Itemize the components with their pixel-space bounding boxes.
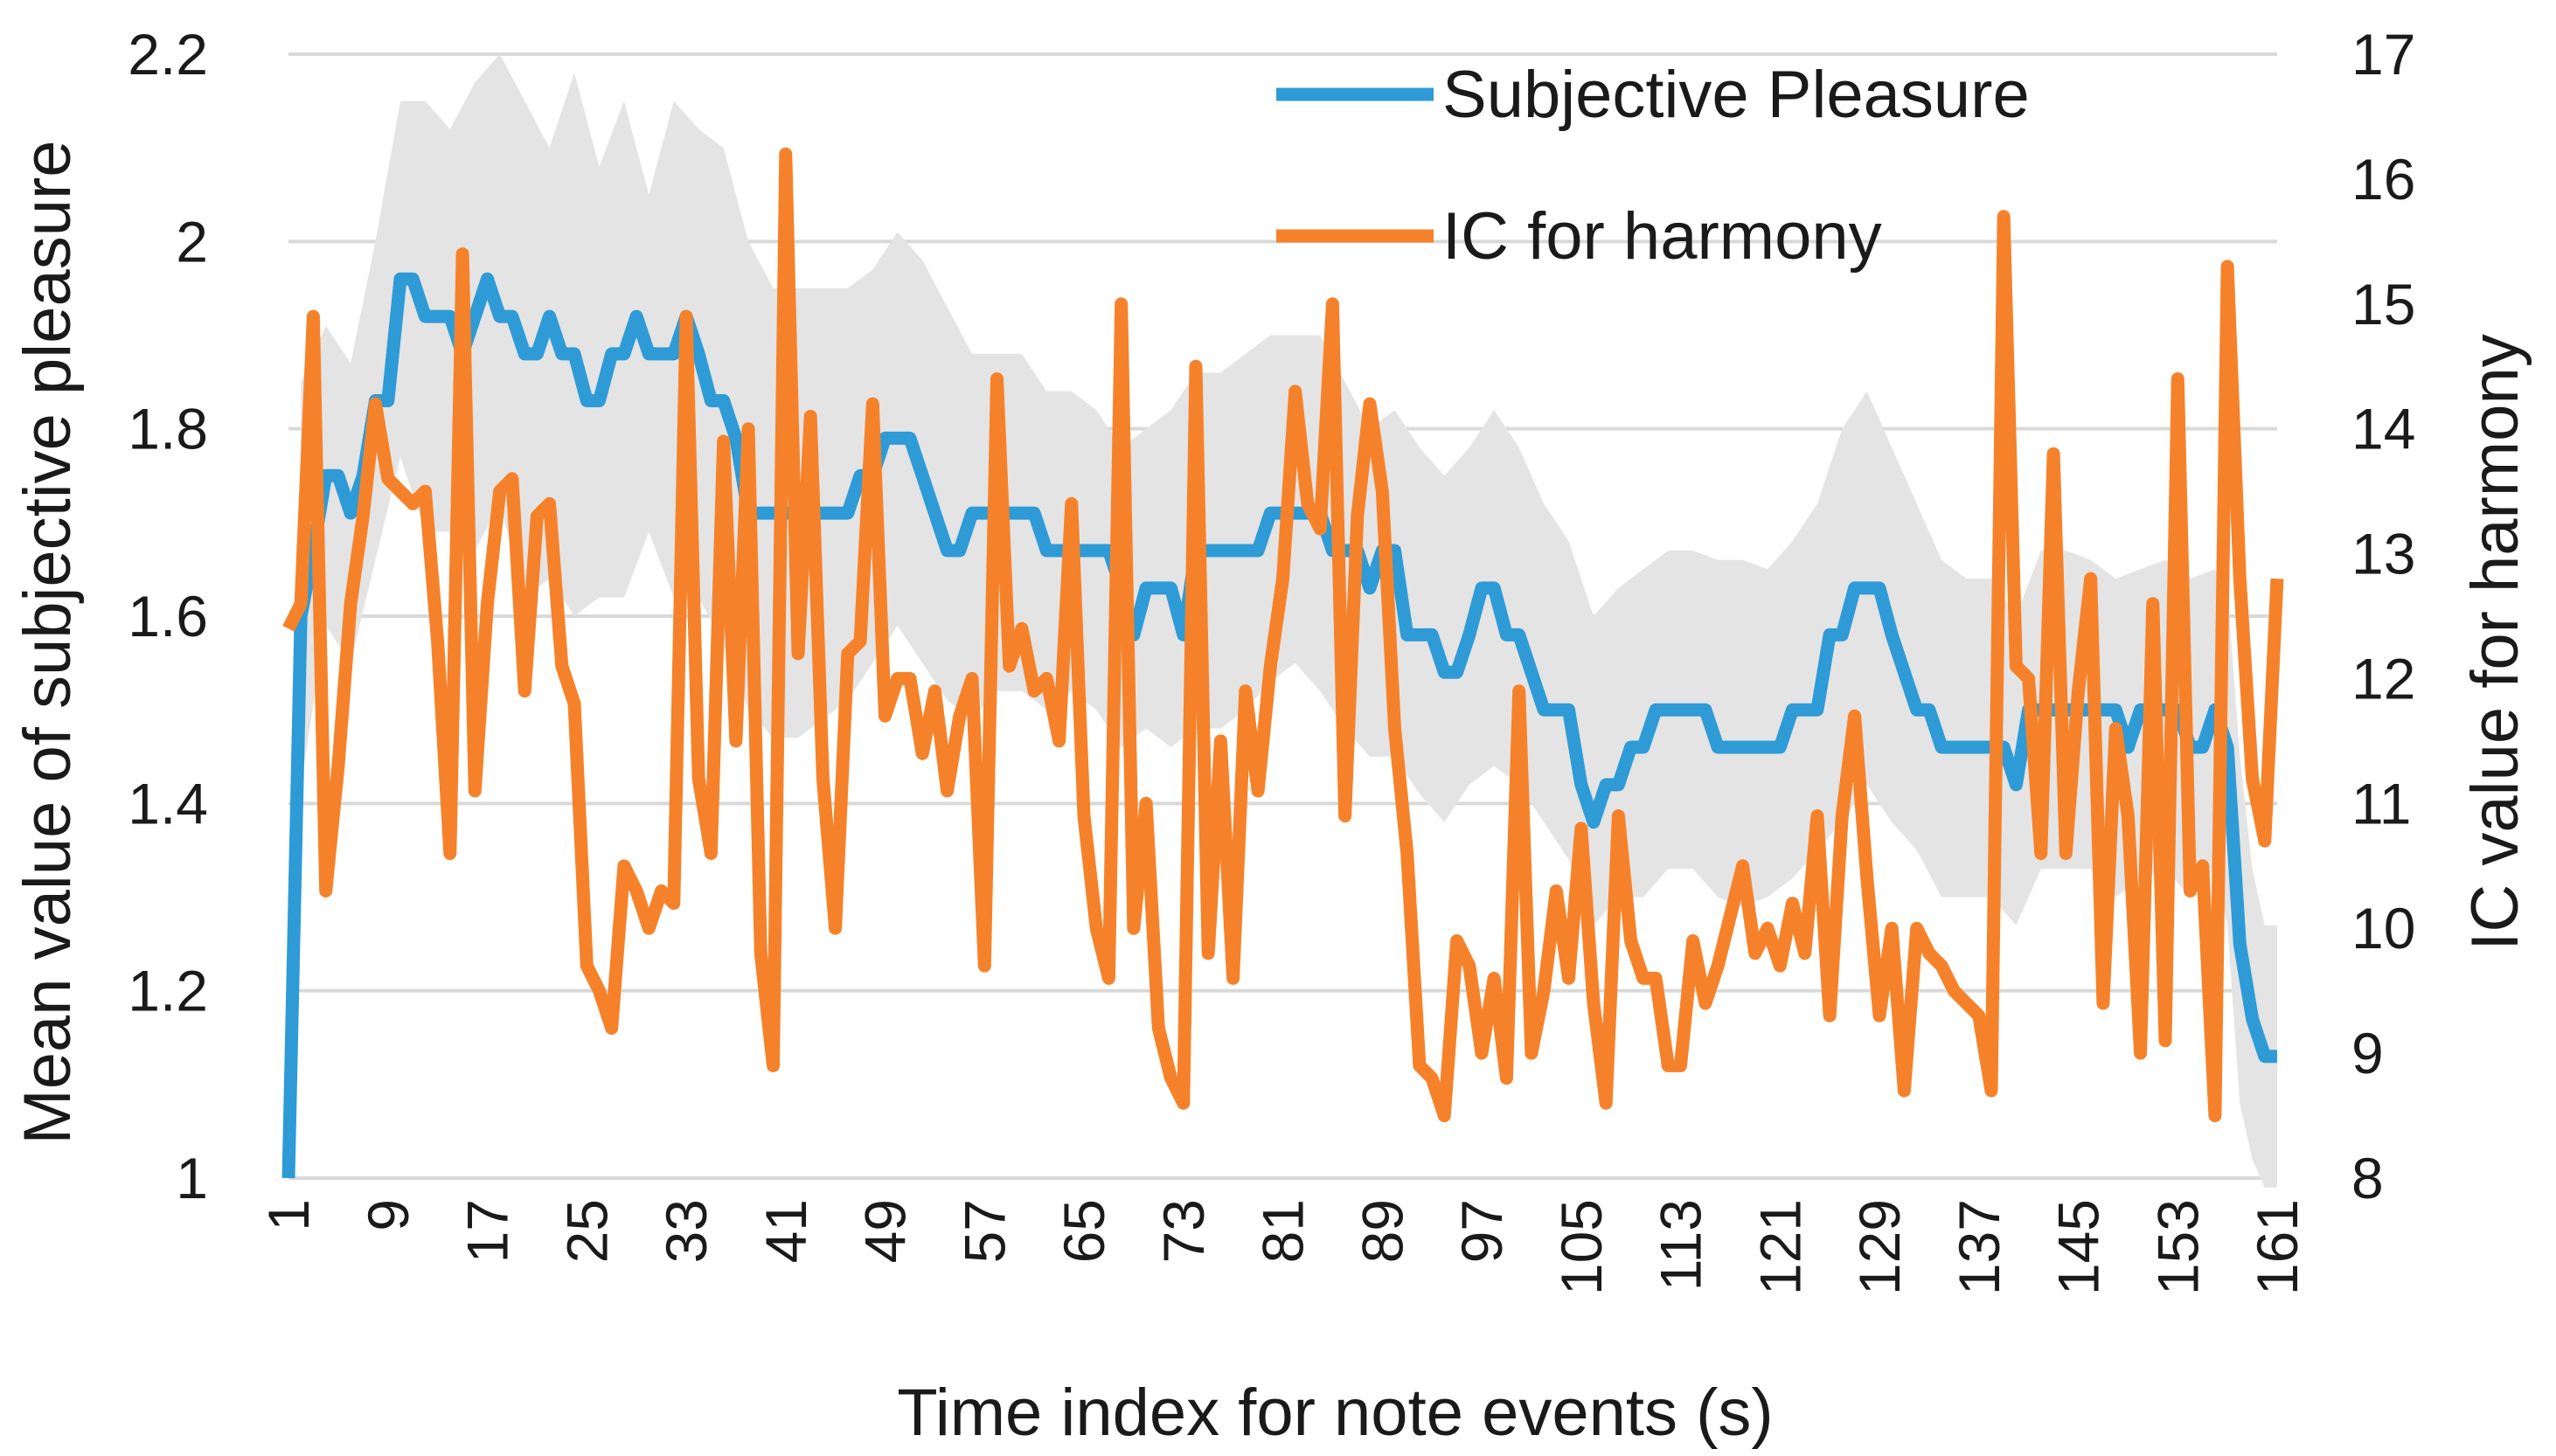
- legend-label: Subjective Pleasure: [1442, 58, 2030, 132]
- x-tick-label: 65: [1052, 1199, 1116, 1263]
- x-tick-label: 17: [455, 1199, 520, 1263]
- left-y-tick-label: 1.8: [128, 397, 208, 461]
- x-tick-label: 9: [356, 1199, 420, 1231]
- series-lines: [281, 147, 2284, 1179]
- x-tick-label: 105: [1549, 1199, 1614, 1295]
- left-y-tick-label: 1: [176, 1146, 208, 1210]
- left-y-axis-title: Mean value of subjective pleasure: [10, 140, 85, 1144]
- legend-label: IC for harmony: [1442, 199, 1882, 274]
- x-axis: 1 9 17 25 33 41 49 57 65 73 81 89 97 105 113 121 129 137 1…: [256, 1199, 2309, 1295]
- right-y-axis: 8 9 10 11 12 13 14 15 16 17: [2351, 22, 2415, 1210]
- x-tick-label: 161: [2245, 1199, 2309, 1295]
- x-tick-label: 33: [654, 1199, 719, 1263]
- right-y-tick-label: 17: [2351, 22, 2415, 87]
- x-tick-label: 25: [554, 1199, 619, 1263]
- right-y-axis-title: IC value for harmony: [2458, 334, 2532, 950]
- x-tick-label: 49: [853, 1199, 918, 1263]
- left-y-tick-label: 2: [176, 209, 208, 274]
- x-tick-label: 57: [952, 1199, 1017, 1263]
- left-y-tick-label: 2.2: [128, 22, 208, 87]
- x-tick-label: 137: [1947, 1199, 2011, 1295]
- x-tick-label: 121: [1747, 1199, 1812, 1295]
- left-y-tick-label: 1.4: [128, 771, 208, 835]
- right-y-tick-label: 8: [2351, 1146, 2384, 1210]
- right-y-tick-label: 10: [2351, 896, 2415, 960]
- x-axis-title: Time index for note events (s): [897, 1376, 1773, 1450]
- x-tick-label: 113: [1649, 1199, 1713, 1291]
- legend: Subjective Pleasure IC for harmony: [1276, 58, 2030, 274]
- right-y-tick-label: 15: [2351, 272, 2415, 336]
- right-y-tick-label: 13: [2351, 522, 2415, 586]
- x-tick-label: 73: [1151, 1199, 1216, 1263]
- left-y-tick-label: 1.6: [128, 584, 208, 648]
- x-tick-label: 145: [2046, 1199, 2111, 1295]
- x-tick-label: 129: [1847, 1199, 1912, 1295]
- x-tick-label: 97: [1449, 1199, 1514, 1263]
- x-tick-label: 41: [754, 1199, 818, 1263]
- x-tick-label: 1: [256, 1199, 321, 1231]
- x-tick-label: 153: [2145, 1199, 2210, 1295]
- right-y-tick-label: 11: [2351, 771, 2412, 835]
- right-y-tick-label: 9: [2351, 1021, 2384, 1085]
- x-tick-label: 81: [1251, 1199, 1316, 1263]
- ic-harmony-line: [282, 147, 2284, 1123]
- axis-titles: Time index for note events (s) Mean valu…: [10, 140, 2532, 1450]
- left-y-tick-label: 1.2: [128, 959, 208, 1023]
- right-y-tick-label: 16: [2351, 147, 2415, 211]
- x-tick-label: 89: [1350, 1199, 1414, 1263]
- right-y-tick-label: 12: [2351, 646, 2415, 711]
- right-y-tick-label: 14: [2351, 397, 2415, 461]
- left-y-axis: 1 1.2 1.4 1.6 1.8 2 2.2: [128, 22, 208, 1210]
